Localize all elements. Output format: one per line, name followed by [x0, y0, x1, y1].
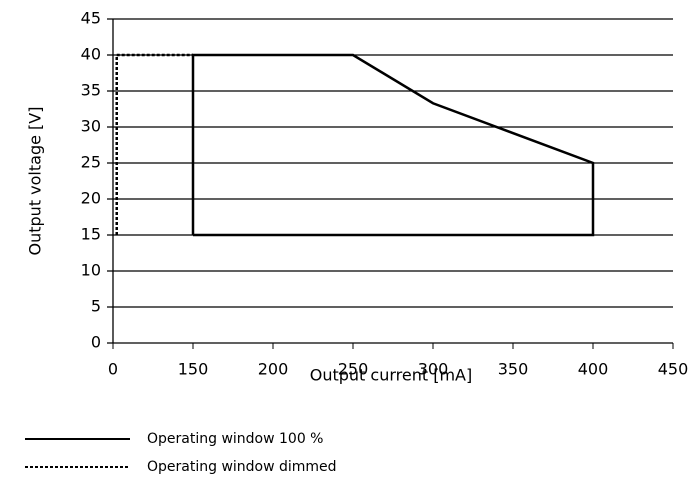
- x-tick-label: 450: [658, 360, 689, 379]
- y-tick-label: 0: [91, 333, 101, 352]
- y-tick-label: 15: [81, 225, 101, 244]
- series-line: [191, 53, 595, 237]
- x-tick-label: 200: [258, 360, 289, 379]
- x-tick-label: 300: [418, 360, 449, 379]
- x-tick-label: 400: [578, 360, 609, 379]
- y-tick-label: 5: [91, 297, 101, 316]
- x-tick-label: 250: [338, 360, 369, 379]
- legend-label: Operating window dimmed: [147, 459, 337, 475]
- legend-label: Operating window 100 %: [147, 431, 323, 447]
- x-tick-label: 350: [498, 360, 529, 379]
- y-tick-label: 35: [81, 81, 101, 100]
- y-tick-label: 45: [81, 9, 101, 28]
- y-tick-label: 20: [81, 189, 101, 208]
- y-tick-label: 40: [81, 45, 101, 64]
- x-axis-label: Output current [mA]: [310, 366, 472, 385]
- y-tick-label: 30: [81, 117, 101, 136]
- series-line: [115, 53, 193, 235]
- x-tick-label: 0: [108, 360, 118, 379]
- y-tick-label: 25: [81, 153, 101, 172]
- y-tick-label: 10: [81, 261, 101, 280]
- y-axis-label: Output voltage [V]: [26, 107, 45, 256]
- x-tick-label: 150: [178, 360, 209, 379]
